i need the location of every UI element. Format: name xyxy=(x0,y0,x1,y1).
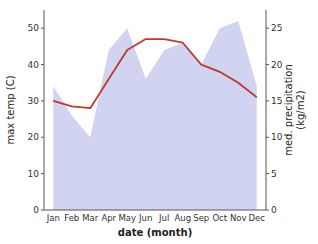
y-tick-label: 20 xyxy=(28,132,40,142)
y-tick-label: 0 xyxy=(33,205,39,215)
x-tick-label: Jul xyxy=(158,213,169,223)
y-tick-label: 30 xyxy=(28,96,40,106)
x-tick-label: Jun xyxy=(138,213,152,223)
y2-tick-label: 20 xyxy=(271,60,283,70)
y2-tick xyxy=(266,137,269,138)
y2-tick-label: 0 xyxy=(271,205,277,215)
y-tick xyxy=(41,210,44,211)
x-tick-label: Oct xyxy=(212,213,227,223)
chart-svg: 0 10 20 30 40 50 0 5 10 15 20 25 Jan FebMarAprMayJun J… xyxy=(0,0,318,244)
y2-tick xyxy=(266,28,269,29)
x-tick-label: Feb xyxy=(64,213,79,223)
x-tick-label: Sep xyxy=(193,213,209,223)
y2-tick-label: 10 xyxy=(271,132,283,142)
y-tick-label: 50 xyxy=(28,23,40,33)
x-tick-label: Nov xyxy=(230,213,247,223)
y2-tick-label: 25 xyxy=(271,23,282,33)
y2-axis-label-line: (kg/m2) xyxy=(295,90,306,130)
precipitation-area xyxy=(53,21,257,210)
right-axis-line xyxy=(266,10,267,210)
plot-area xyxy=(53,21,257,210)
x-tick-label: Mar xyxy=(82,213,99,223)
x-tick-label: Aug xyxy=(174,213,191,223)
x-tick-label: May xyxy=(118,213,136,223)
y2-axis-label-line: med. precipitation xyxy=(283,64,294,156)
x-tick-label: Dec xyxy=(249,213,266,223)
x-tick-label: Apr xyxy=(101,213,116,223)
left-axis-line xyxy=(44,10,45,210)
y2-tick xyxy=(266,173,269,174)
y2-tick xyxy=(266,64,269,65)
y-tick xyxy=(41,100,44,101)
chart-container: 0 10 20 30 40 50 0 5 10 15 20 25 Jan FebMarAprMayJun J… xyxy=(0,0,318,244)
y-tick xyxy=(41,137,44,138)
y-tick-label: 40 xyxy=(28,60,40,70)
y-tick xyxy=(41,28,44,29)
y2-axis-label: med. precipitation(kg/m2) xyxy=(283,64,306,156)
y-tick xyxy=(41,173,44,174)
y2-tick xyxy=(266,210,269,211)
y-axis-label: max temp (C) xyxy=(5,75,16,144)
x-axis-label: date (month) xyxy=(118,227,192,238)
temperature-line xyxy=(53,39,257,108)
x-tick-label: Jan xyxy=(46,213,60,223)
y2-tick-label: 15 xyxy=(271,96,282,106)
y2-tick-label: 5 xyxy=(271,169,277,179)
y2-tick xyxy=(266,100,269,101)
x-axis-line xyxy=(44,210,266,211)
y-tick xyxy=(41,64,44,65)
y-tick-label: 10 xyxy=(28,169,40,179)
